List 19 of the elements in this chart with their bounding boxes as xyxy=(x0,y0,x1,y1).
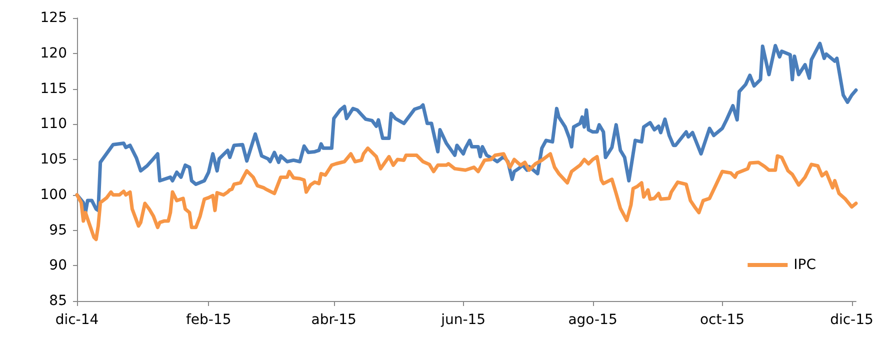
y-tick-label: 90 xyxy=(49,258,67,274)
x-tick-label: dic-14 xyxy=(55,312,99,328)
y-tick-label: 110 xyxy=(40,116,67,132)
line-series xyxy=(75,42,858,214)
y-tick-label: 120 xyxy=(40,45,67,62)
x-tick-label: jun-15 xyxy=(440,312,486,328)
y-tick-label: 85 xyxy=(49,293,67,309)
y-tick-label: 100 xyxy=(40,186,67,203)
legend-label: IPC xyxy=(794,257,816,273)
x-tick-label: ago-15 xyxy=(568,312,618,328)
y-tick-label: 115 xyxy=(40,80,67,97)
y-tick-label: 95 xyxy=(49,222,67,238)
y-tick-label: 105 xyxy=(40,152,67,168)
y-tick-label: 125 xyxy=(40,10,67,26)
line-series xyxy=(75,146,858,242)
x-tick-label: dic-15 xyxy=(830,312,874,328)
x-tick-label: feb-15 xyxy=(186,312,232,328)
x-tick-label: abr-15 xyxy=(311,312,356,328)
x-tick-label: oct-15 xyxy=(700,312,745,328)
